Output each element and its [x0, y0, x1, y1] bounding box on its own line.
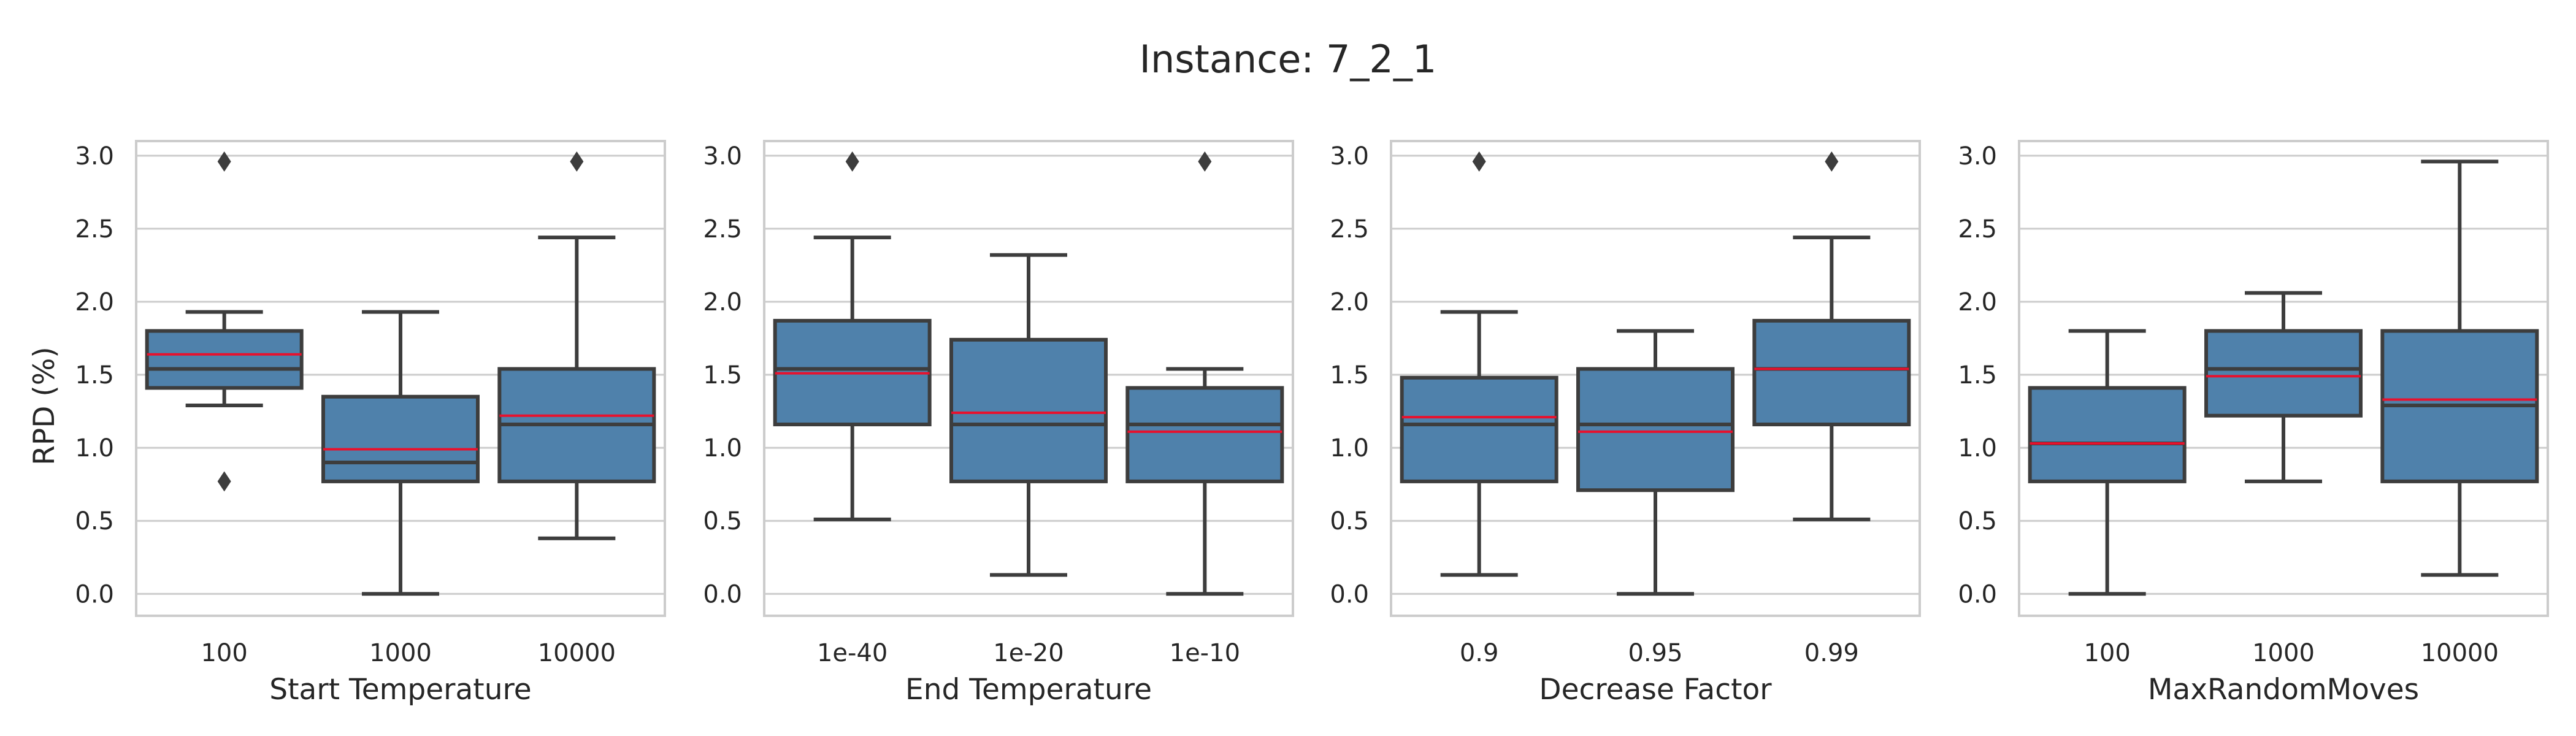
box-1000	[321, 310, 480, 596]
plot-frame	[1390, 140, 1921, 617]
y-tick-label: 1.0	[703, 434, 742, 462]
box-10000	[497, 151, 656, 540]
x-tick-label: 1000	[369, 639, 432, 667]
y-tick-label: 0.0	[1958, 580, 1997, 608]
iqr-box	[1752, 318, 1911, 427]
outlier-point	[570, 151, 584, 172]
x-tick-label: 10000	[2421, 639, 2499, 667]
x-axis-label: End Temperature	[905, 673, 1152, 707]
iqr-box	[1576, 367, 1735, 493]
x-tick-label: 10000	[538, 639, 616, 667]
y-tick-label: 2.0	[1958, 288, 1997, 316]
y-tick-label: 0.5	[1958, 507, 1997, 535]
iqr-box	[2028, 386, 2187, 483]
x-tick-label: 0.9	[1460, 639, 1499, 667]
box-100	[145, 151, 304, 492]
y-tick-label: 2.5	[75, 215, 114, 243]
box-0.9	[1400, 151, 1558, 577]
x-axis-label: Decrease Factor	[1539, 673, 1772, 707]
box-1e-10	[1125, 151, 1284, 596]
x-tick-label: 100	[2083, 639, 2130, 667]
figure-title: Instance: 7_2_1	[1140, 37, 1437, 82]
x-axis-label: Start Temperature	[269, 673, 531, 707]
outlier-point	[1825, 151, 1839, 172]
x-tick-label: 1e-40	[817, 639, 887, 667]
plot-frame	[763, 140, 1294, 617]
outlier-point	[217, 471, 231, 492]
iqr-box	[1125, 386, 1284, 483]
y-tick-label: 1.5	[1330, 361, 1369, 389]
subplot-3: 0.0 0.5 1.0 1.5 2.0 2.5 3.0 0.9 0.95 0.99 Decrease…	[1330, 140, 1921, 707]
y-tick-label: 3.0	[75, 142, 114, 171]
y-tick-label: 0.5	[703, 507, 742, 535]
plot-frame	[2018, 140, 2549, 617]
y-tick-label: 2.5	[1958, 215, 1997, 243]
x-tick-label: 1e-20	[993, 639, 1064, 667]
y-tick-label: 1.5	[75, 361, 114, 389]
box-0.95	[1576, 329, 1735, 596]
x-tick-label: 100	[201, 639, 247, 667]
box-1e-20	[949, 253, 1108, 577]
plot-frame	[135, 140, 666, 617]
y-tick-label: 2.5	[1330, 215, 1369, 243]
x-axis-label: MaxRandomMoves	[2148, 673, 2419, 707]
iqr-box	[1400, 375, 1558, 483]
y-tick-label: 0.5	[75, 507, 114, 535]
box-10000	[2380, 159, 2539, 577]
x-tick-label: 0.99	[1804, 639, 1859, 667]
outlier-point	[217, 151, 231, 172]
box-0.99	[1752, 151, 1911, 521]
y-tick-label: 0.5	[1330, 507, 1369, 535]
y-tick-label: 0.0	[75, 580, 114, 608]
x-tick-label: 1e-10	[1170, 639, 1240, 667]
outlier-point	[845, 151, 859, 172]
y-tick-label: 3.0	[1330, 142, 1369, 171]
y-tick-label: 2.5	[703, 215, 742, 243]
y-tick-label: 1.5	[703, 361, 742, 389]
y-tick-label: 2.0	[703, 288, 742, 316]
y-tick-label: 1.0	[1958, 434, 1997, 462]
box-100	[2028, 329, 2187, 596]
y-tick-label: 1.0	[1330, 434, 1369, 462]
y-tick-label: 0.0	[703, 580, 742, 608]
y-axis-label: RPD (%)	[28, 347, 61, 465]
y-tick-label: 1.0	[75, 434, 114, 462]
iqr-box	[145, 329, 304, 390]
y-tick-label: 1.5	[1958, 361, 1997, 389]
y-tick-label: 2.0	[75, 288, 114, 316]
outlier-point	[1472, 151, 1486, 172]
x-tick-label: 1000	[2252, 639, 2315, 667]
y-tick-label: 3.0	[1958, 142, 1997, 171]
iqr-box	[321, 394, 480, 483]
iqr-box	[2204, 329, 2363, 418]
box-1000	[2204, 291, 2363, 483]
outlier-point	[1198, 151, 1212, 172]
y-tick-label: 0.0	[1330, 580, 1369, 608]
box-1e-40	[773, 151, 932, 521]
y-tick-label: 2.0	[1330, 288, 1369, 316]
subplot-2: 0.0 0.5 1.0 1.5 2.0 2.5 3.0 1e-40 1e-20 1e-10 End …	[703, 140, 1294, 707]
iqr-box	[949, 337, 1108, 483]
subplot-4: 0.0 0.5 1.0 1.5 2.0 2.5 3.0 100 1000 10000MaxRand…	[1958, 140, 2549, 707]
y-tick-label: 3.0	[703, 142, 742, 171]
x-tick-label: 0.95	[1628, 639, 1682, 667]
